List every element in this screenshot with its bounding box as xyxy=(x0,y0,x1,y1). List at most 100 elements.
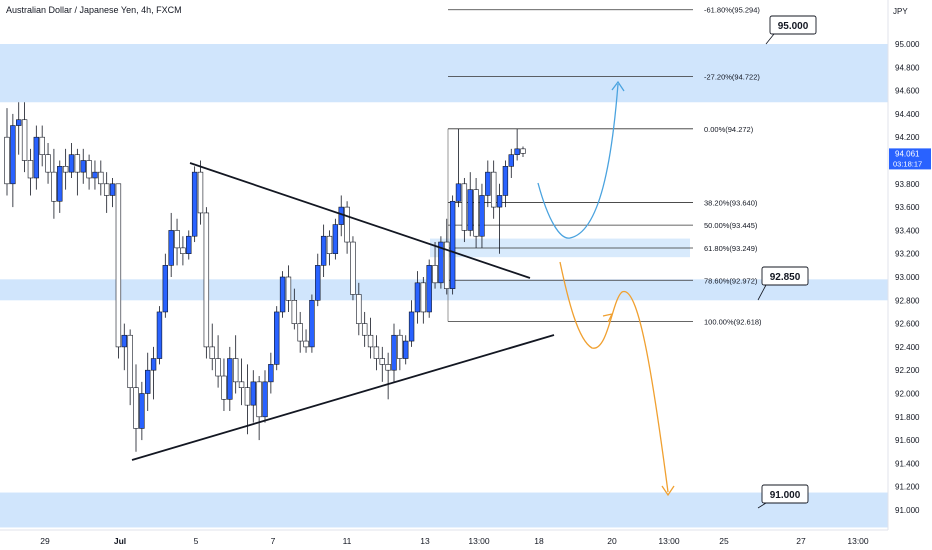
y-tick-label: 92.200 xyxy=(895,366,920,375)
candle xyxy=(62,148,69,190)
candle xyxy=(139,381,145,441)
candle-body xyxy=(80,160,86,173)
candle-body xyxy=(391,334,397,371)
y-tick-label: 92.600 xyxy=(895,320,920,329)
fib-label: 38.20%(93.640) xyxy=(704,198,758,207)
bearish-small-arrowhead xyxy=(602,313,614,323)
candle xyxy=(109,177,116,208)
x-tick-label: 29 xyxy=(40,536,50,546)
candle xyxy=(361,311,368,347)
candle-body xyxy=(385,364,391,371)
candle-body xyxy=(485,171,491,196)
candle xyxy=(426,259,432,318)
y-tick-label: 91.000 xyxy=(895,506,920,515)
y-tick-label: 91.600 xyxy=(895,436,920,445)
candle-body xyxy=(320,235,327,266)
candle-body xyxy=(186,235,192,255)
candle xyxy=(444,218,450,295)
candle-body xyxy=(62,166,69,173)
x-tick-label: 5 xyxy=(194,536,199,546)
candle-body xyxy=(432,265,438,284)
y-tick-label: 93.600 xyxy=(895,203,920,212)
candle xyxy=(297,311,303,353)
candle-body xyxy=(496,195,503,208)
x-tick-label: 13:00 xyxy=(468,536,490,546)
candle-body xyxy=(250,381,256,406)
candle-body xyxy=(502,166,509,196)
fib-label: 100.00%(92.618) xyxy=(704,318,762,327)
candle xyxy=(508,148,514,178)
candle xyxy=(338,195,344,237)
candle xyxy=(344,201,350,254)
y-tick-label: 92.800 xyxy=(895,296,920,305)
candle xyxy=(68,143,75,178)
candle xyxy=(279,271,286,318)
zone-band xyxy=(0,279,888,301)
candle-body xyxy=(39,136,45,155)
x-tick-label: 18 xyxy=(534,536,544,546)
candle-body xyxy=(197,171,204,214)
candle-body xyxy=(4,136,10,185)
candle xyxy=(420,277,427,324)
x-tick-label: 11 xyxy=(343,536,352,546)
candle-body xyxy=(367,334,374,348)
candle-body xyxy=(145,369,151,394)
candle xyxy=(232,335,239,394)
candle-body xyxy=(403,340,409,359)
candle xyxy=(502,160,509,208)
candle xyxy=(467,172,473,237)
callout-pointer xyxy=(757,284,767,301)
candle xyxy=(115,183,122,359)
y-tick-label: 92.400 xyxy=(895,343,920,352)
candle-body xyxy=(303,340,309,348)
candle-body xyxy=(490,171,497,208)
candle xyxy=(408,300,415,347)
candle xyxy=(373,335,380,371)
y-tick-label: 93.200 xyxy=(895,250,920,259)
candle xyxy=(221,358,227,411)
candle-body xyxy=(344,206,350,243)
candle-body xyxy=(121,334,127,348)
y-tick-label: 94.600 xyxy=(895,87,920,96)
candle-body xyxy=(356,294,362,324)
candle-body xyxy=(350,241,356,295)
y-tick-label: 91.200 xyxy=(895,483,920,492)
candle xyxy=(385,352,391,400)
scenario-arrows xyxy=(537,80,675,497)
candle xyxy=(315,253,321,307)
candle-body xyxy=(103,183,110,196)
candle xyxy=(473,177,479,248)
candle xyxy=(332,218,339,260)
triangle-trendlines xyxy=(131,162,555,461)
candle-body xyxy=(232,358,239,383)
candle-body xyxy=(133,387,139,429)
candle-body xyxy=(473,189,479,237)
x-tick-label: 13 xyxy=(420,536,430,546)
candle xyxy=(27,148,34,196)
bearish-scenario-path xyxy=(559,261,669,493)
candle-body xyxy=(86,160,92,179)
candle xyxy=(291,288,298,330)
candle-body xyxy=(174,230,180,249)
candle-body xyxy=(256,381,262,418)
candle xyxy=(33,125,40,190)
candle-body xyxy=(180,247,186,254)
fib-label: 78.60%(92.972) xyxy=(704,276,758,285)
fib-label: 61.80%(93.249) xyxy=(704,244,758,253)
bullish-arrowhead xyxy=(611,80,625,92)
candle-body xyxy=(420,282,427,313)
candle-body xyxy=(57,166,63,202)
x-tick-label: 25 xyxy=(719,536,729,546)
candle xyxy=(303,329,309,353)
x-tick-label: 27 xyxy=(796,536,806,546)
candle-body xyxy=(209,346,215,359)
candle xyxy=(156,306,163,365)
candle xyxy=(309,294,315,353)
candle xyxy=(256,376,262,441)
bearish-arrowhead xyxy=(661,485,675,497)
candle xyxy=(262,370,268,423)
candle-body xyxy=(285,276,292,301)
candle xyxy=(57,160,63,213)
fib-label: 0.00%(94.272) xyxy=(704,125,754,134)
